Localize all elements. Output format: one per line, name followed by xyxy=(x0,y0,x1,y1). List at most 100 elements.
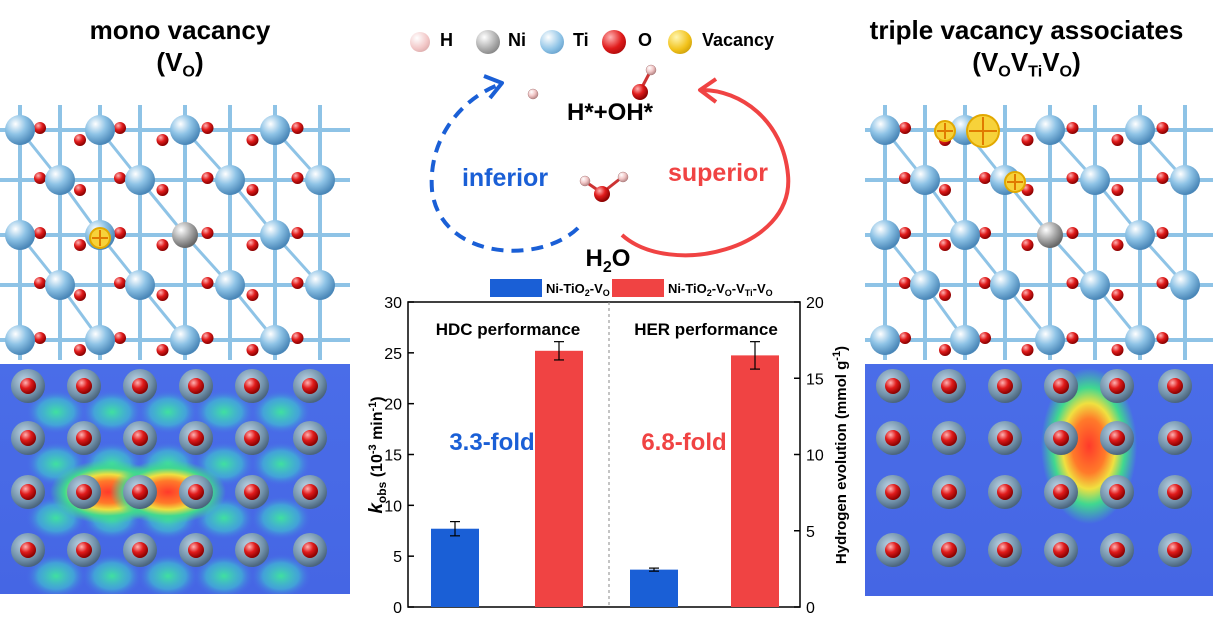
oxygen-atom xyxy=(74,289,86,301)
density-glow xyxy=(138,390,198,434)
oh-hydrogen-atom xyxy=(645,64,657,76)
hdc-panel-title: HDC performance xyxy=(436,320,581,339)
titanium-atom xyxy=(125,165,155,195)
oxygen-atom xyxy=(1111,289,1124,301)
density-glow xyxy=(138,554,198,594)
titanium-atom xyxy=(1125,325,1155,355)
density-glow xyxy=(194,390,254,434)
titanium-atom xyxy=(170,115,200,145)
oxygen-atom xyxy=(1021,134,1034,146)
right-tick-label: 15 xyxy=(806,371,824,388)
oxygen-atom xyxy=(1156,227,1169,239)
oxygen-atom xyxy=(885,430,901,446)
titanium-atom xyxy=(1125,115,1155,145)
oxygen-atom xyxy=(246,184,259,196)
oxygen-atom xyxy=(244,484,260,500)
oxygen-atom xyxy=(188,484,204,500)
oxygen-atom xyxy=(156,344,169,356)
legend-label-blue: Ni-TiO2-VO xyxy=(546,281,610,298)
density-glow xyxy=(26,390,86,434)
titanium-atom xyxy=(1080,270,1110,300)
oxygen-atom xyxy=(20,378,36,394)
oxygen-atom xyxy=(114,277,126,289)
titanium-atom xyxy=(990,270,1020,300)
oxygen-atom xyxy=(939,344,951,356)
density-glow xyxy=(194,554,254,594)
oxygen-atom xyxy=(1167,378,1183,394)
oxygen-atom xyxy=(979,172,991,184)
oxygen-atom xyxy=(899,332,911,344)
oxygen-atom xyxy=(1111,134,1124,146)
inferior-arrowhead-icon xyxy=(483,74,504,100)
oxygen-atom xyxy=(1111,239,1124,251)
density-glow xyxy=(251,442,311,486)
left-crystal-structure xyxy=(0,105,350,360)
titanium-atom xyxy=(215,270,245,300)
oxygen-atom xyxy=(201,227,214,239)
left-panel-title: mono vacancy (VO) xyxy=(40,14,320,88)
oxygen-atom xyxy=(941,430,957,446)
oxygen-atom xyxy=(76,430,92,446)
legend-swatch-red xyxy=(612,279,664,297)
oxygen-atom xyxy=(1156,122,1169,134)
oxygen-atom xyxy=(899,277,911,289)
oxygen-atom xyxy=(156,289,169,301)
oxygen-atom xyxy=(291,332,304,344)
inferior-label: inferior xyxy=(462,164,548,192)
oxygen-atom xyxy=(899,227,911,239)
oxygen-atom xyxy=(979,332,991,344)
oxygen-atom xyxy=(246,134,259,146)
titanium-atom xyxy=(260,325,290,355)
titanium-atom xyxy=(85,115,115,145)
product-label: H*+OH* xyxy=(567,99,654,126)
legend-label-vacancy: Vacancy xyxy=(702,30,775,50)
oxygen-atom xyxy=(291,227,304,239)
oxygen-atom xyxy=(132,542,148,558)
oxygen-atom xyxy=(1109,378,1125,394)
oxygen-atom xyxy=(1111,344,1124,356)
left-tick-label: 30 xyxy=(384,295,402,312)
oxygen-atom xyxy=(34,332,46,344)
oxygen-atom xyxy=(246,289,259,301)
water-hydrogen-right xyxy=(617,171,629,183)
titanium-atom xyxy=(45,270,75,300)
legend-label-red: Ni-TiO2-VO-VTi-VO xyxy=(668,281,773,298)
titanium-atom xyxy=(260,115,290,145)
her-bar-ni-tio2-vo xyxy=(630,569,678,607)
titanium-atom xyxy=(45,165,75,195)
oxygen-atom xyxy=(188,378,204,394)
titanium-atom xyxy=(1125,220,1155,250)
oxygen-atom xyxy=(302,378,318,394)
legend-label-h: H xyxy=(440,30,453,50)
titanium-atom xyxy=(170,325,200,355)
left-tick-label: 5 xyxy=(393,549,402,566)
left-tick-label: 15 xyxy=(384,448,402,465)
oxygen-atom xyxy=(114,227,126,239)
nickel-atom xyxy=(1037,222,1063,248)
oxygen-atom xyxy=(1021,344,1034,356)
oxygen-atom xyxy=(74,134,86,146)
right-axis-title: Hydrogen evolution (mmol g-1) xyxy=(831,346,850,564)
oxygen-atom xyxy=(979,277,991,289)
oxygen-atom xyxy=(244,430,260,446)
oxygen-atom xyxy=(74,344,86,356)
left-charge-density-map xyxy=(0,364,350,594)
density-glow xyxy=(26,554,86,594)
her-fold-label: 6.8-fold xyxy=(641,429,726,456)
oxygen-atom xyxy=(114,332,126,344)
water-oxygen-atom xyxy=(594,186,610,202)
left-vacancy-label: (VO) xyxy=(156,47,204,81)
oxygen-atom xyxy=(1167,430,1183,446)
oxygen-atom xyxy=(156,184,169,196)
reaction-cycle: H*+OH* inferior superior H2O xyxy=(429,64,791,275)
titanium-atom xyxy=(1035,325,1065,355)
titanium-atom xyxy=(950,220,980,250)
oxygen-atom xyxy=(1111,184,1124,196)
oxygen-atom xyxy=(246,239,259,251)
titanium-atom xyxy=(1035,115,1065,145)
oxygen-atom xyxy=(1066,277,1079,289)
titanium-atom xyxy=(870,325,900,355)
oxygen-atom xyxy=(1066,172,1079,184)
oxygen-atom xyxy=(76,378,92,394)
oxygen-atom xyxy=(1109,542,1125,558)
